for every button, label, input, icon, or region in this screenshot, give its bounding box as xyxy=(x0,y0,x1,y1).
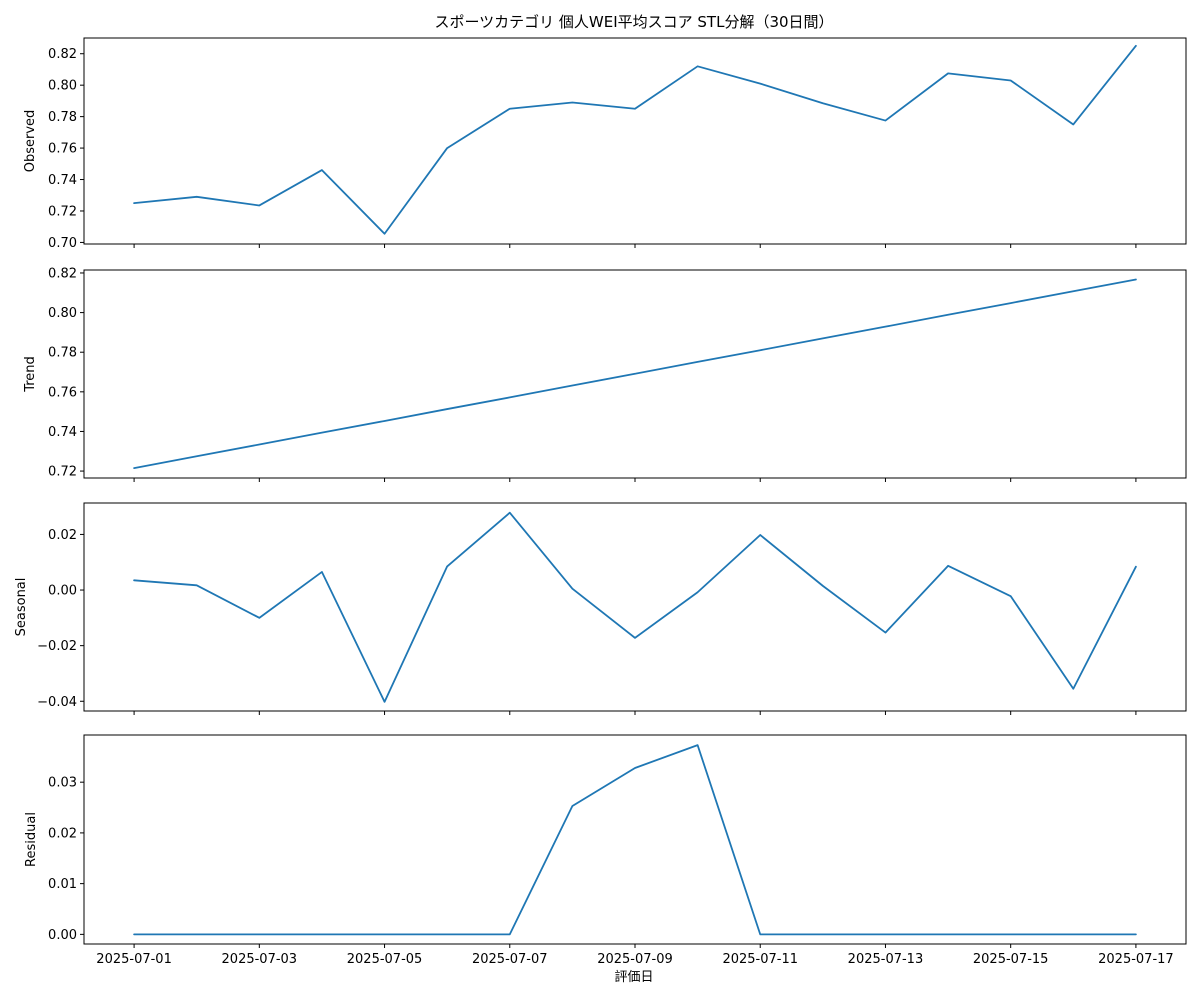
residual-panel: 0.00 0.01 0.02 0.03 2025-07-01 2025-07-03 2025… xyxy=(24,734,1187,967)
observed-series-line xyxy=(133,44,1137,235)
trend-ytick-label: 0.82 xyxy=(48,266,77,281)
trend-ytick-label: 0.78 xyxy=(48,346,77,361)
xtick-label: 2025-07-05 xyxy=(347,952,423,967)
seasonal-ytick-label: 0.00 xyxy=(48,584,77,599)
seasonal-axes-frame xyxy=(83,502,1187,712)
trend-ytick-label: 0.80 xyxy=(48,306,77,321)
trend-ylabel: Trend xyxy=(23,356,38,393)
trend-ytick-label: 0.76 xyxy=(48,385,77,400)
xtick-label: 2025-07-11 xyxy=(722,952,798,967)
xtick-label: 2025-07-07 xyxy=(472,952,548,967)
observed-axes-frame xyxy=(83,37,1187,245)
x-axis-label: 評価日 xyxy=(614,970,653,985)
observed-ytick-label: 0.74 xyxy=(48,173,77,188)
trend-ytick-label: 0.72 xyxy=(48,465,77,480)
residual-ytick-label: 0.03 xyxy=(48,776,77,791)
observed-ytick-label: 0.72 xyxy=(48,204,77,219)
observed-ytick-label: 0.70 xyxy=(48,236,77,251)
trend-ytick-label: 0.74 xyxy=(48,425,77,440)
residual-ytick-label: 0.01 xyxy=(48,877,77,892)
xtick-label: 2025-07-15 xyxy=(973,952,1049,967)
xtick-label: 2025-07-13 xyxy=(848,952,924,967)
seasonal-ytick-label: −0.02 xyxy=(37,639,77,654)
observed-ytick-label: 0.78 xyxy=(48,110,77,125)
seasonal-series-line xyxy=(133,511,1137,703)
xtick-label: 2025-07-03 xyxy=(222,952,298,967)
observed-ytick-label: 0.76 xyxy=(48,142,77,157)
seasonal-panel: −0.04 −0.02 0.00 0.02 Seasonal xyxy=(14,502,1187,715)
residual-ytick-label: 0.02 xyxy=(48,826,77,841)
xtick-label: 2025-07-17 xyxy=(1098,952,1174,967)
seasonal-ylabel: Seasonal xyxy=(14,578,29,637)
trend-panel: 0.72 0.74 0.76 0.78 0.80 0.82 Trend xyxy=(23,266,1187,482)
xtick-label: 2025-07-01 xyxy=(96,952,172,967)
residual-ytick-label: 0.00 xyxy=(48,928,77,943)
observed-ytick-label: 0.82 xyxy=(48,47,77,62)
observed-ylabel: Observed xyxy=(23,110,38,173)
trend-series-line xyxy=(133,278,1137,470)
figure-title: スポーツカテゴリ 個人WEI平均スコア STL分解（30日間） xyxy=(434,13,833,31)
observed-ytick-label: 0.80 xyxy=(48,79,77,94)
residual-series-line xyxy=(133,744,1137,936)
residual-ylabel: Residual xyxy=(24,812,39,867)
seasonal-ytick-label: 0.02 xyxy=(48,528,77,543)
seasonal-ytick-label: −0.04 xyxy=(37,695,77,710)
xtick-label: 2025-07-09 xyxy=(597,952,673,967)
residual-axes-frame xyxy=(83,734,1187,945)
observed-panel: 0.70 0.72 0.74 0.76 0.78 0.80 0.82 Observed xyxy=(23,37,1187,251)
